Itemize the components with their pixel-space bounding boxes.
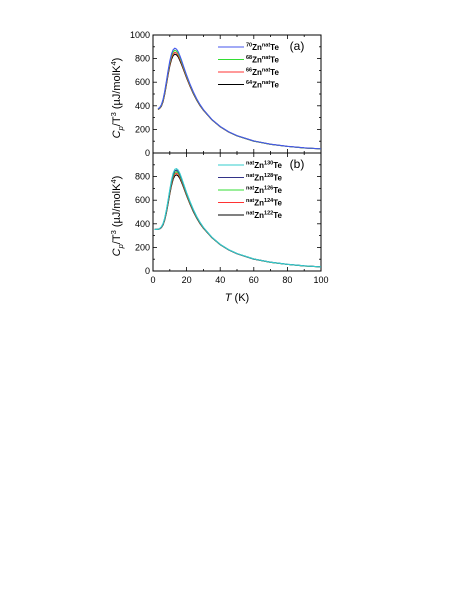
legend-sup: nat bbox=[246, 186, 254, 192]
ylabel-unit: (µJ/molK bbox=[111, 65, 123, 112]
ylabel-unit: (µJ/molK bbox=[111, 183, 123, 230]
x-tick-label: 0 bbox=[150, 275, 155, 285]
y-tick-label: 1000 bbox=[130, 30, 150, 40]
series-line-nat-126 bbox=[154, 170, 321, 268]
legend-label: 68ZnnatTe bbox=[246, 55, 279, 65]
legend-sup: nat bbox=[246, 211, 254, 217]
legend-base: Zn bbox=[254, 199, 264, 208]
ylabel-close: ) bbox=[111, 176, 123, 180]
series-line-70-nat bbox=[157, 47, 321, 150]
y-tick-label: 800 bbox=[135, 172, 150, 182]
y-tick-label: 0 bbox=[145, 266, 150, 276]
legend-label: natZn122Te bbox=[246, 211, 283, 221]
panel-label: (a) bbox=[290, 39, 305, 53]
legend-label: natZn126Te bbox=[246, 186, 283, 196]
legend-tail: Te bbox=[270, 68, 279, 77]
series-line-64-nat bbox=[157, 53, 321, 150]
series-line-nat-122 bbox=[154, 174, 321, 268]
legend-tail: Te bbox=[270, 81, 279, 90]
ylabel-mid: /T bbox=[111, 234, 123, 244]
legend-sup: nat bbox=[262, 55, 270, 61]
x-tick-label: 60 bbox=[249, 275, 259, 285]
series-line-nat-124 bbox=[154, 172, 321, 268]
legend-base: Zn bbox=[254, 174, 264, 183]
ylabel-main: C bbox=[111, 248, 123, 256]
legend-tail: Te bbox=[270, 56, 279, 65]
legend-sup: 70 bbox=[246, 43, 252, 49]
legend-sup: nat bbox=[262, 68, 270, 74]
xlabel-unit: (K) bbox=[232, 292, 250, 304]
legend-sup: 130 bbox=[264, 161, 273, 167]
legend-base: Zn bbox=[254, 186, 264, 195]
legend-tail: Te bbox=[273, 186, 282, 195]
x-tick-label: 100 bbox=[313, 275, 328, 285]
y-axis-label: Cp/T3 (µJ/molK4) bbox=[109, 58, 125, 139]
y-tick-label: 200 bbox=[135, 242, 150, 252]
legend-label: 70ZnnatTe bbox=[246, 43, 279, 53]
ylabel-main: C bbox=[111, 130, 123, 138]
y-tick-label: 800 bbox=[135, 54, 150, 64]
legend-sup: 122 bbox=[264, 211, 273, 217]
legend-sup: 128 bbox=[264, 173, 273, 179]
series-line-66-nat bbox=[157, 51, 321, 150]
legend-label: natZn128Te bbox=[246, 173, 283, 183]
panel-b: 0 20 40 60 80 1000200400600800natZn130TenatZn… bbox=[109, 152, 329, 304]
legend-sup: nat bbox=[246, 198, 254, 204]
x-axis-label: T (K) bbox=[225, 292, 249, 304]
x-tick-label: 80 bbox=[282, 275, 292, 285]
ylabel-sup: 3 bbox=[109, 230, 118, 234]
y-tick-label: 600 bbox=[135, 195, 150, 205]
legend-sup: 124 bbox=[264, 198, 274, 204]
ylabel-sub: p bbox=[116, 126, 125, 131]
legend-tail: Te bbox=[273, 174, 282, 183]
legend-label: natZn124Te bbox=[246, 198, 283, 208]
legend-tail: Te bbox=[273, 211, 282, 220]
legend-sup: nat bbox=[246, 173, 254, 179]
legend-sup: nat bbox=[246, 161, 254, 167]
legend-base: Zn bbox=[252, 68, 262, 77]
y-tick-label: 0 bbox=[145, 148, 150, 158]
y-tick-label: 200 bbox=[135, 124, 150, 134]
y-tick-label: 600 bbox=[135, 77, 150, 87]
legend-base: Zn bbox=[254, 161, 264, 170]
y-tick-label: 400 bbox=[135, 219, 150, 229]
y-axis-label: Cp/T3 (µJ/molK4) bbox=[109, 176, 125, 257]
legend-sup: nat bbox=[262, 80, 270, 86]
panel-a: 0200400600800100070ZnnatTe68ZnnatTe66Znn… bbox=[109, 30, 322, 158]
legend-tail: Te bbox=[273, 199, 282, 208]
ylabel-sub: p bbox=[116, 244, 125, 249]
ylabel-unit-sup: 4 bbox=[109, 61, 118, 65]
ylabel-close: ) bbox=[111, 58, 123, 62]
legend-label: 64ZnnatTe bbox=[246, 80, 279, 90]
legend-base: Zn bbox=[252, 56, 262, 65]
ylabel-sup: 3 bbox=[109, 112, 118, 116]
x-tick-label: 40 bbox=[215, 275, 225, 285]
x-tick-label: 20 bbox=[182, 275, 192, 285]
y-tick-label: 400 bbox=[135, 101, 150, 111]
legend-tail: Te bbox=[270, 43, 279, 52]
legend-sup: nat bbox=[262, 43, 270, 49]
panel-label: (b) bbox=[290, 157, 305, 171]
legend-sup: 66 bbox=[246, 68, 252, 74]
series-line-68-nat bbox=[157, 49, 321, 150]
xlabel-main: T bbox=[225, 292, 233, 304]
legend-label: natZn130Te bbox=[246, 161, 283, 171]
legend-base: Zn bbox=[254, 211, 264, 220]
legend-base: Zn bbox=[252, 81, 262, 90]
legend-tail: Te bbox=[273, 161, 282, 170]
ylabel-unit-sup: 4 bbox=[109, 179, 118, 183]
ylabel-mid: /T bbox=[111, 116, 123, 126]
legend-base: Zn bbox=[252, 43, 262, 52]
legend-sup: 64 bbox=[246, 80, 253, 86]
legend-label: 66ZnnatTe bbox=[246, 68, 279, 78]
series-line-nat-130 bbox=[154, 167, 321, 268]
legend-sup: 68 bbox=[246, 55, 252, 61]
series-line-nat-128 bbox=[154, 169, 321, 268]
legend-sup: 126 bbox=[264, 186, 273, 192]
